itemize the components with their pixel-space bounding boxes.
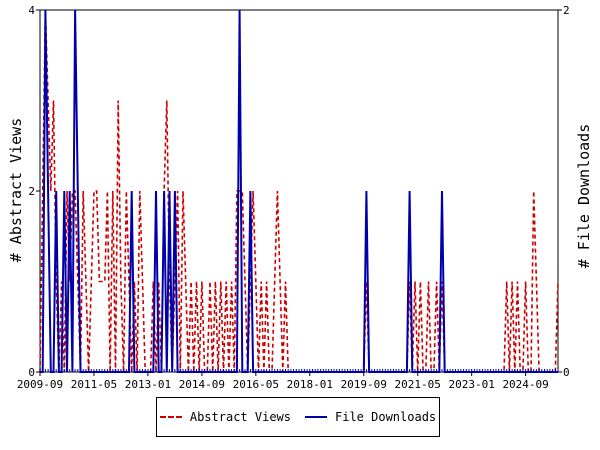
x-tick-label: 2013-01 — [125, 378, 171, 391]
x-tick-label: 2009-09 — [17, 378, 63, 391]
y-left-tick-label: 2 — [28, 185, 35, 198]
legend: Abstract Views File Downloads — [156, 397, 440, 437]
legend-item-abstract-views: Abstract Views — [159, 410, 291, 424]
y-right-tick-label: 2 — [563, 4, 570, 17]
y-left-tick-label: 0 — [28, 366, 35, 379]
legend-label-abstract-views: Abstract Views — [189, 410, 291, 424]
plot-area — [39, 9, 559, 373]
legend-item-file-downloads: File Downloads — [305, 410, 436, 424]
x-tick-label: 2019-09 — [341, 378, 387, 391]
y-axis-left-label: # Abstract Views — [7, 118, 25, 263]
series-line-abstract-views — [39, 9, 559, 373]
x-tick-label: 2011-05 — [71, 378, 117, 391]
axes-layer: 2009-09 2011-05 2013-01 2014-09 2016-05 2018-… — [17, 4, 570, 391]
y-left-tick-label: 4 — [28, 4, 35, 17]
plot-frame — [39, 9, 559, 373]
x-tick-label: 2016-05 — [233, 378, 279, 391]
x-tick-label: 2018-01 — [287, 378, 333, 391]
x-tick-label: 2023-01 — [448, 378, 494, 391]
y-axis-right-label: # File Downloads — [575, 124, 593, 269]
x-tick-label: 2021-05 — [395, 378, 441, 391]
x-tick-label: 2014-09 — [179, 378, 225, 391]
legend-swatch-file-downloads — [305, 416, 327, 418]
legend-label-file-downloads: File Downloads — [335, 410, 437, 424]
x-tick-label: 2024-09 — [502, 378, 548, 391]
y-right-tick-label: 0 — [563, 366, 570, 379]
legend-swatch-abstract-views — [159, 416, 182, 418]
